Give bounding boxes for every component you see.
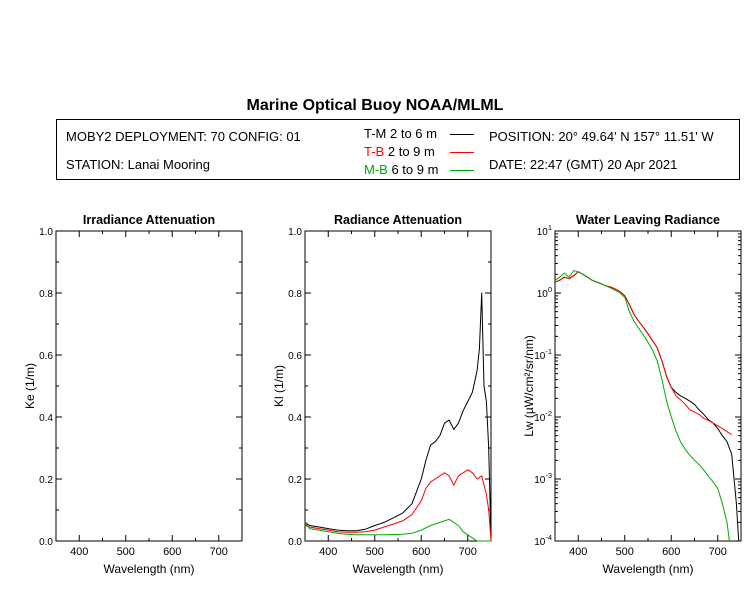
legend-range: 2 to 6 m <box>390 126 437 141</box>
series-line-t-m <box>304 292 492 542</box>
y-tick-label: 0.4 <box>288 413 302 424</box>
y-tick-label: 0.0 <box>288 537 302 548</box>
legend-line-mb <box>450 170 474 171</box>
y-tick-label: 10-2 <box>534 409 552 424</box>
legend-entry-mb: M-B 6 to 9 m <box>364 162 438 177</box>
series-line-m-b <box>554 270 730 542</box>
legend-line-tb <box>450 152 474 153</box>
chart-title: Radiance Attenuation <box>334 213 462 227</box>
plot-frame <box>55 230 243 542</box>
y-tick-label: 101 <box>537 223 552 238</box>
position-text: POSITION: 20° 49.64' N 157° 11.51' W <box>489 129 714 144</box>
y-tick-label: 0.2 <box>39 475 53 486</box>
x-tick-label: 500 <box>117 546 135 558</box>
legend-tag: M-B <box>364 162 388 177</box>
chart-panel-2: Radiance Attenuation 400 500 600 700 0.0 0.2 0.… <box>272 213 492 576</box>
x-tick-label: 500 <box>616 546 634 558</box>
series-line-m-b <box>304 518 491 542</box>
series-line-t-m <box>554 271 740 542</box>
y-tick-label: 10-3 <box>534 471 552 486</box>
y-tick-label: 0.0 <box>39 537 53 548</box>
y-axis-label: Lw (µW/cm²/sr/nm) <box>522 335 536 437</box>
y-axis-label: Ke (1/m) <box>23 363 37 409</box>
info-box: MOBY2 DEPLOYMENT: 70 CONFIG: 01 STATION:… <box>56 119 740 180</box>
date-text: DATE: 22:47 (GMT) 20 Apr 2021 <box>489 157 678 172</box>
plot-frame <box>304 230 492 542</box>
y-tick-label: 0.6 <box>288 351 302 362</box>
deployment-text: MOBY2 DEPLOYMENT: 70 CONFIG: 01 <box>66 129 301 144</box>
station-text: STATION: Lanai Mooring <box>66 157 211 172</box>
legend-line-tm <box>450 134 474 135</box>
x-axis-label: Wavelength (nm) <box>353 562 444 576</box>
x-tick-label: 500 <box>366 546 384 558</box>
legend-entry-tb: T-B 2 to 9 m <box>364 144 435 159</box>
y-tick-label: 0.2 <box>288 475 302 486</box>
x-axis-label: Wavelength (nm) <box>104 562 195 576</box>
x-tick-label: 600 <box>662 546 680 558</box>
y-axis-label: Kl (1/m) <box>272 365 286 407</box>
y-tick-label: 100 <box>537 285 552 300</box>
x-tick-label: 600 <box>163 546 181 558</box>
y-tick-label: 1.0 <box>39 227 53 238</box>
x-tick-label: 600 <box>412 546 430 558</box>
y-tick-label: 10-1 <box>534 347 552 362</box>
y-tick-label: 0.8 <box>288 289 302 300</box>
legend-range: 2 to 9 m <box>387 144 435 159</box>
x-tick-label: 400 <box>70 546 88 558</box>
x-tick-label: 400 <box>319 546 337 558</box>
legend-entry-tm: T-M 2 to 6 m <box>364 126 437 141</box>
y-tick-label: 10-4 <box>534 533 552 548</box>
x-tick-label: 700 <box>459 546 477 558</box>
chart-panel-1: Irradiance Attenuation 400 500 600 700 0.0 0.2… <box>23 213 243 576</box>
x-axis-label: Wavelength (nm) <box>603 562 694 576</box>
series-line-t-b <box>304 469 492 542</box>
plot-frame <box>554 230 742 542</box>
y-tick-label: 0.4 <box>39 413 53 424</box>
x-tick-label: 700 <box>210 546 228 558</box>
x-tick-label: 400 <box>569 546 587 558</box>
chart-title: Irradiance Attenuation <box>83 213 215 227</box>
page-title: Marine Optical Buoy NOAA/MLML <box>246 97 504 114</box>
legend-tag: T-M <box>364 126 387 141</box>
legend-range: 6 to 9 m <box>391 162 439 177</box>
chart-panel-3: Water Leaving Radiance 400 500 600 700 10-4 10… <box>522 213 742 576</box>
y-tick-label: 0.8 <box>39 289 53 300</box>
legend-tag: T-B <box>364 144 385 159</box>
series-line-t-b <box>554 271 732 436</box>
y-tick-label: 1.0 <box>288 227 302 238</box>
chart-title: Water Leaving Radiance <box>576 213 720 227</box>
y-tick-label: 0.6 <box>39 351 53 362</box>
x-tick-label: 700 <box>709 546 727 558</box>
